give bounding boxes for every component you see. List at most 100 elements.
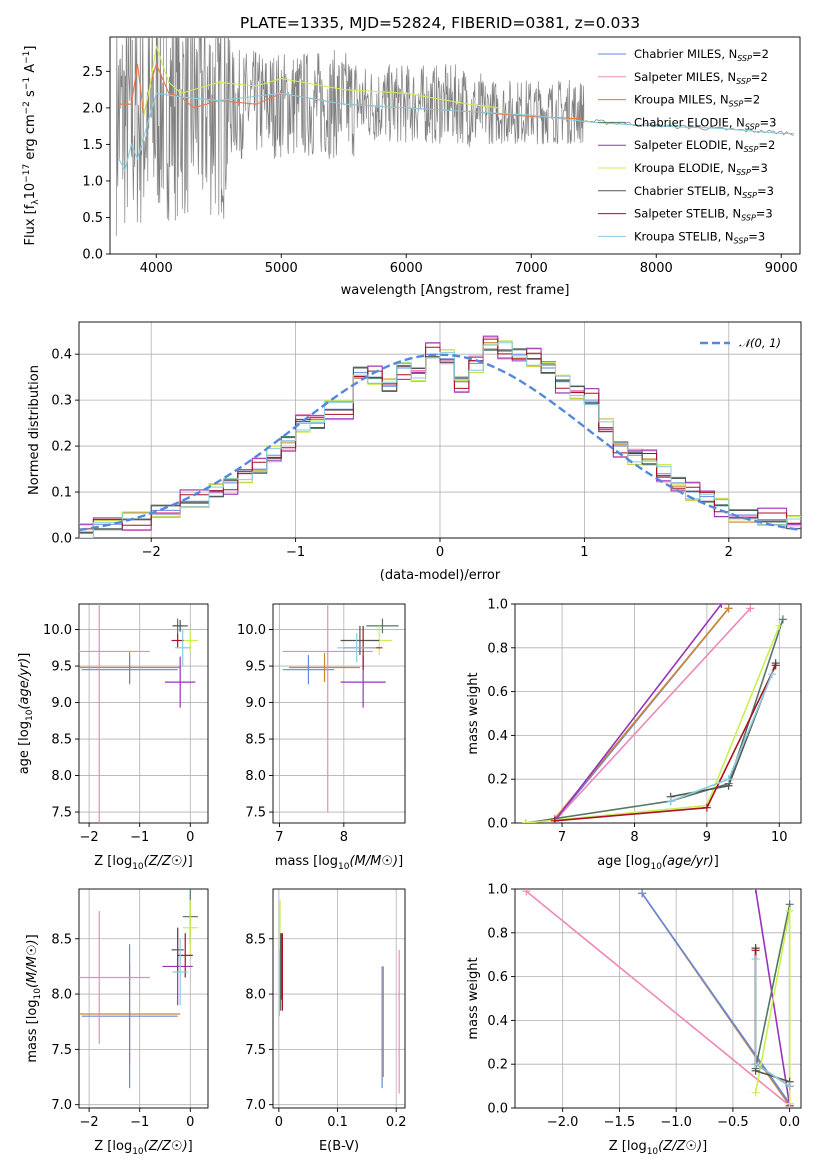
subscript: SSP [745, 122, 760, 131]
y-tick-label: 2.0 [82, 101, 103, 116]
x-tick-label: 0 [186, 830, 194, 845]
x-tick-label: 0.1 [327, 1115, 348, 1130]
age-vs-mass-axes: 7 8 7.5 8.0 8.5 9.0 9.5 10.0 mass [log10(M/M☉)] [237, 603, 406, 872]
y-tick-label: 9.5 [245, 660, 266, 675]
weight-line [754, 959, 791, 1087]
weight-marker [638, 889, 647, 898]
y-tick-label: 7.5 [245, 1043, 266, 1058]
weight-line [525, 890, 791, 1107]
y-tick-label: 0.0 [82, 248, 103, 263]
x-tick-label: 0 [186, 1115, 194, 1130]
x-tick-label: −1 [130, 1115, 149, 1130]
errorbar-point [282, 604, 373, 813]
label-part: 2 [760, 70, 767, 84]
normal-reference-curve [79, 353, 801, 532]
errorbar-point [366, 618, 399, 634]
unit: (age/yr) [662, 854, 714, 869]
weight-marker [768, 670, 777, 679]
superscript: −1 [22, 51, 32, 64]
bracket: ] [25, 934, 40, 939]
plot-area [522, 889, 794, 1108]
x-axis-label: Z [log10(Z/Z☉)] [94, 854, 192, 872]
y-tick-label: 0.2 [51, 440, 72, 455]
subscript: 10 [25, 709, 35, 721]
label-part: Z [log [609, 1139, 647, 1154]
figure-title: PLATE=1335, MJD=52824, FIBERID=0381, z=0… [240, 14, 640, 32]
x-tick-label: −1 [286, 545, 305, 560]
label-part: Kroupa ELODIE, N [634, 161, 736, 175]
errorbar-point [172, 620, 188, 632]
x-tick-label: −1.0 [660, 1115, 692, 1130]
weight-line [754, 889, 791, 1106]
x-tick-label: 8 [630, 830, 638, 845]
y-axis-label: age [log10(age/yr)] [17, 653, 35, 775]
equals: = [752, 47, 762, 61]
label-part: Flux [f [23, 204, 38, 245]
weight-line [525, 625, 781, 823]
plot-area [79, 604, 198, 823]
y-tick-label: 0.4 [51, 348, 72, 363]
histogram-step [79, 342, 801, 538]
errorbar-point [81, 655, 178, 685]
y-tick-label: 0.2 [487, 1058, 508, 1073]
unit: s [23, 90, 38, 101]
weight-marker [751, 1060, 760, 1069]
bracket: ] [17, 653, 32, 658]
weight-marker [785, 906, 794, 915]
axes-frame [78, 888, 209, 1109]
plot-area [278, 900, 400, 1094]
label-part: age [log [597, 854, 650, 869]
y-tick-label: 1.0 [487, 883, 508, 898]
legend-label: Salpeter STELIB, NSSP=3 [634, 207, 773, 223]
weight-line [670, 673, 773, 802]
weight-marker [521, 819, 530, 823]
weight-marker [751, 946, 760, 955]
axes-frame [514, 888, 802, 1109]
errorbar-point [282, 655, 335, 685]
subscript: 10 [132, 862, 144, 872]
weight-marker [751, 889, 760, 893]
x-tick-label: −2 [142, 545, 161, 560]
y-tick-label: 10.0 [237, 623, 266, 638]
x-axis-label: (data-model)/error [380, 568, 501, 583]
y-tick-label: 1.5 [82, 138, 103, 153]
x-tick-label: −1 [130, 830, 149, 845]
label-part: Kroupa STELIB, N [634, 229, 734, 243]
mass-vs-EBV-axes: 0 0.1 0.2 7.0 7.5 8.0 8.5 E(B-V) [245, 888, 407, 1154]
subscript: 10 [650, 862, 662, 872]
unit: (Z/Z☉) [144, 854, 188, 869]
bracket: ] [398, 854, 403, 869]
x-tick-label: 0 [275, 1115, 283, 1130]
subscript: SSP [742, 191, 757, 200]
label-part: Chabrier STELIB, N [634, 184, 742, 198]
legend-label: Chabrier ELODIE, NSSP=3 [634, 115, 776, 131]
weight-marker [751, 955, 760, 964]
plot-area [282, 604, 399, 813]
axes-frame [514, 603, 802, 824]
equals: = [757, 184, 767, 198]
x-tick-label: −2.0 [547, 1115, 579, 1130]
errorbar-point [79, 604, 150, 823]
label-part: 2 [768, 138, 775, 152]
y-tick-label: 7.0 [51, 1098, 72, 1113]
unit: (Z/Z☉) [144, 1139, 188, 1154]
errorbar-point [175, 629, 191, 667]
subscript: λ [31, 199, 41, 205]
label-part: 3 [769, 115, 776, 129]
y-tick-label: 0.4 [487, 729, 508, 744]
y-tick-label: 7.0 [245, 1098, 266, 1113]
y-tick-label: 0.5 [82, 211, 103, 226]
subscript: SSP [729, 100, 744, 109]
errorbar-point [172, 938, 188, 1006]
plot-area [79, 335, 801, 538]
label-part: 3 [758, 229, 765, 243]
y-tick-label: 1.0 [82, 174, 103, 189]
weight-marker [785, 1082, 794, 1091]
unit: (Z/Z☉) [658, 1139, 702, 1154]
bracket: ] [714, 854, 719, 869]
axes-frame [272, 603, 406, 824]
histogram-step [79, 340, 801, 538]
x-tick-label: 0 [436, 545, 444, 560]
